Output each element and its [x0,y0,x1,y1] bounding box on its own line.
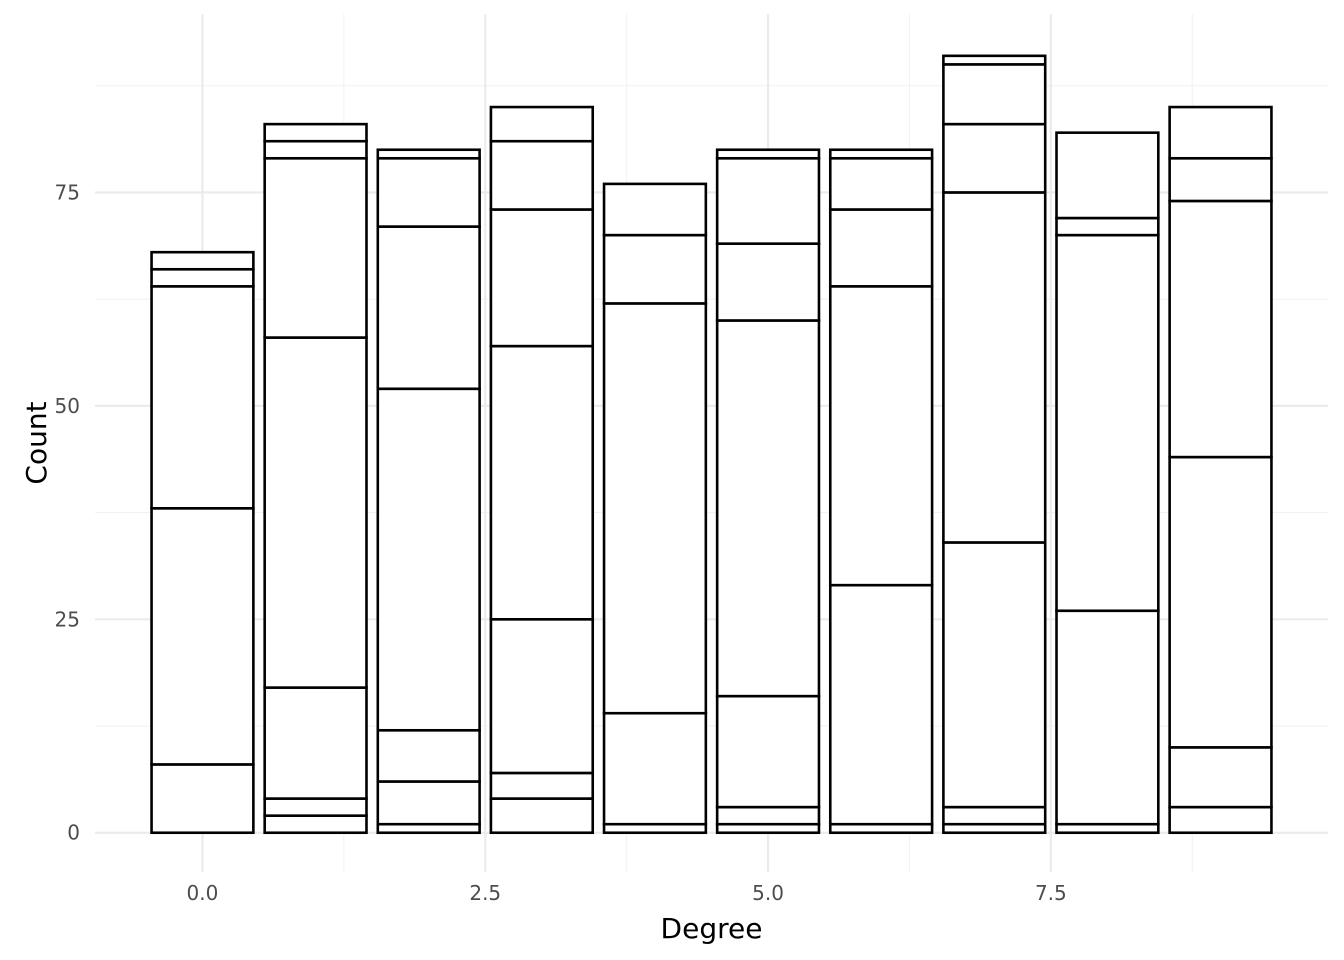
bar-segment [828,583,934,826]
bar-segment [1055,609,1160,826]
x-axis-title: Degree [661,912,763,945]
bar-segment [715,148,821,160]
y-axis-title: Count [20,401,53,484]
x-tick-label: 7.5 [1035,881,1067,905]
bar-segment [1055,233,1160,613]
bar-segment [828,208,934,288]
bar-segment [376,156,481,228]
bar-segment [263,797,368,817]
bar-segment [376,780,481,826]
bar-segment [489,105,595,143]
bar-segment [602,182,708,237]
x-axis-tick-labels: 0.0 2.5 5.0 7.5 [187,881,1067,905]
bar-segment [150,507,255,766]
bar-segment [602,302,708,715]
bar-segment [376,225,481,391]
bar-segment [263,156,368,339]
bar-segment [1168,455,1273,749]
bars [150,54,1273,835]
y-tick-label: 75 [55,180,80,204]
bar-segment [942,63,1047,126]
bar-segment [489,139,595,211]
bar-segment [715,694,821,809]
bar-segment [263,336,368,689]
bar-segment [489,344,595,621]
bar-segment [942,805,1047,826]
bar-segment [602,711,708,826]
bar-segment [150,267,255,288]
bar-segment [376,387,481,732]
bar-segment [489,797,595,835]
bar-degree-0 [150,250,255,835]
bar-segment [1168,105,1273,160]
bar-segment [1055,131,1160,220]
bar-segment [263,122,368,143]
bar-segment [376,148,481,160]
bar-segment [150,250,255,271]
x-tick-label: 5.0 [752,881,784,905]
y-tick-label: 0 [67,821,80,845]
bar-degree-5 [715,148,821,835]
bar-degree-6 [828,148,934,835]
bar-segment [263,139,368,160]
bar-degree-9 [1168,105,1273,835]
bar-segment [263,686,368,800]
bar-segment [828,156,934,211]
bar-segment [263,814,368,835]
y-tick-label: 25 [55,607,80,631]
bar-segment [1168,805,1273,835]
bar-segment [602,233,708,305]
bar-degree-2 [376,148,481,835]
bar-segment [715,805,821,826]
bar-segment [828,148,934,160]
bar-segment [715,242,821,322]
bar-degree-8 [1055,131,1160,835]
bar-segment [489,771,595,800]
bar-segment [1168,199,1273,459]
bar-segment [715,156,821,245]
bar-segment [376,728,481,783]
bar-segment [1168,746,1273,809]
bar-segment [942,541,1047,809]
bar-segment [489,617,595,775]
bar-segment [942,122,1047,194]
bar-degree-1 [263,122,368,835]
bar-degree-7 [942,54,1047,835]
bar-degree-3 [489,105,595,835]
y-tick-label: 50 [55,394,80,418]
bar-segment [1055,216,1160,237]
x-tick-label: 2.5 [469,881,501,905]
y-axis-tick-labels: 0 25 50 75 [55,180,80,844]
bar-segment [150,763,255,835]
bar-segment [828,285,934,587]
bar-segment [489,208,595,348]
bar-segment [150,285,255,510]
bar-segment [1168,156,1273,203]
bar-segment [715,319,821,698]
x-tick-label: 0.0 [187,881,219,905]
bar-segment [942,191,1047,544]
bar-segment [942,54,1047,66]
bar-degree-4 [602,182,708,835]
